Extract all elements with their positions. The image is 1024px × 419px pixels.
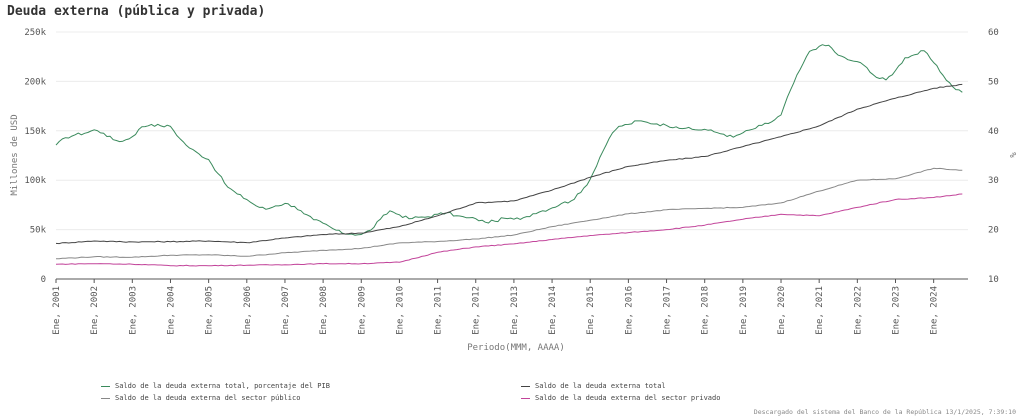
series-line-3[interactable] — [55, 193, 963, 267]
x-tick-label: Ene, 2012 — [472, 286, 482, 335]
legend-swatch-pib — [101, 385, 110, 387]
y-tick-label: 250k — [24, 28, 46, 38]
legend-item-pib[interactable]: Saldo de la deuda externa total, porcent… — [101, 382, 330, 390]
download-footer: Descargado del sistema del Banco de la R… — [753, 408, 1016, 416]
x-tick-label: Ene, 2007 — [281, 286, 291, 335]
y-tick-label: 200k — [24, 77, 46, 87]
series-line-0[interactable] — [55, 44, 963, 236]
x-tick-label: Ene, 2003 — [128, 286, 138, 335]
x-tick-label: Ene, 2002 — [90, 286, 100, 335]
x-tick-label: Ene, 2010 — [395, 286, 405, 335]
y-axis-label: Millones de USD — [10, 114, 20, 195]
x-tick-label: Ene, 2016 — [624, 286, 634, 335]
legend-swatch-total — [521, 385, 530, 387]
x-tick-label: Ene, 2013 — [510, 286, 520, 335]
legend-label-privado: Saldo de la deuda externa del sector pri… — [535, 394, 721, 402]
y-tick-label: 150k — [24, 127, 46, 137]
legend-item-publico[interactable]: Saldo de la deuda externa del sector púb… — [101, 394, 300, 402]
y-axis-ticks: 0 50k 100k 150k 200k 250k — [24, 28, 46, 285]
x-tick-label: Ene, 2019 — [739, 286, 749, 335]
x-tick-label: Ene, 2006 — [243, 286, 253, 335]
y2-axis-label: % — [1007, 152, 1017, 158]
legend-item-privado[interactable]: Saldo de la deuda externa del sector pri… — [521, 394, 720, 402]
x-tick-label: Ene, 2022 — [853, 286, 863, 335]
x-tick-label: Ene, 2015 — [586, 286, 596, 335]
legend-swatch-privado — [521, 397, 530, 399]
x-axis: Ene, 2001 Ene, 2002 Ene, 2003 Ene, 2004 Ene,… — [52, 279, 940, 335]
x-tick-label: Ene, 2024 — [930, 286, 940, 335]
y2-tick-label: 40 — [988, 127, 999, 137]
y-tick-label: 50k — [30, 226, 47, 236]
y2-tick-label: 10 — [988, 275, 999, 285]
legend-label-publico: Saldo de la deuda externa del sector púb… — [115, 394, 301, 402]
x-tick-label: Ene, 2020 — [777, 286, 787, 335]
y2-axis-ticks: 10 20 30 40 50 60 — [988, 28, 999, 285]
x-tick-label: Ene, 2014 — [548, 286, 558, 335]
legend-label-pib: Saldo de la deuda externa total, porcent… — [115, 382, 330, 390]
chart-title: Deuda externa (pública y privada) — [7, 4, 266, 19]
series-line-1[interactable] — [55, 83, 963, 245]
legend-swatch-publico — [101, 397, 110, 399]
x-tick-label: Ene, 2021 — [815, 286, 825, 335]
x-tick-label: Ene, 2017 — [663, 286, 673, 335]
y2-tick-label: 60 — [988, 28, 999, 38]
x-tick-label: Ene, 2011 — [434, 286, 444, 335]
legend-label-total: Saldo de la deuda externa total — [535, 382, 666, 390]
y2-tick-label: 50 — [988, 77, 999, 87]
x-tick-label: Ene, 2005 — [205, 286, 215, 335]
x-tick-label: Ene, 2018 — [701, 286, 711, 335]
series-line-2[interactable] — [56, 167, 963, 260]
grid — [56, 31, 968, 280]
y2-tick-label: 20 — [988, 226, 999, 236]
y2-tick-label: 30 — [988, 176, 999, 186]
x-tick-label: Ene, 2009 — [357, 286, 367, 335]
y-tick-label: 0 — [41, 275, 46, 285]
x-axis-label: Periodo(MMM, AAAA) — [467, 343, 565, 353]
x-tick-label: Ene, 2001 — [52, 286, 62, 335]
legend-item-total[interactable]: Saldo de la deuda externa total — [521, 382, 666, 390]
series-lines — [55, 44, 963, 267]
x-tick-label: Ene, 2008 — [319, 286, 329, 335]
x-tick-label: Ene, 2023 — [891, 286, 901, 335]
y-tick-label: 100k — [24, 176, 46, 186]
x-tick-label: Ene, 2004 — [166, 286, 176, 335]
